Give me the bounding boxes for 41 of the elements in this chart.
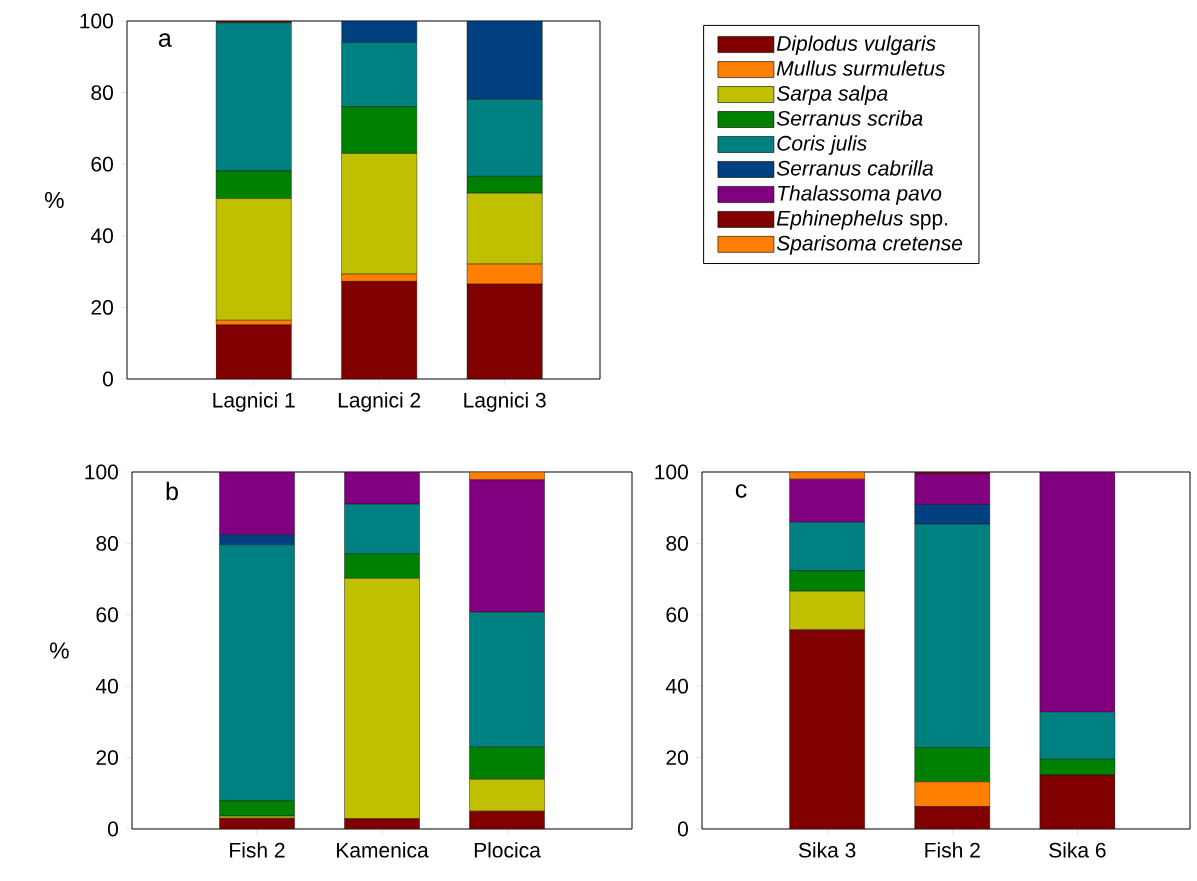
y-tick-label: 20 — [666, 750, 688, 766]
y-tick-label: 40 — [95, 678, 118, 694]
x-tick-label: Plocica — [474, 842, 541, 858]
y-axis-title: % — [44, 191, 64, 209]
x-tick-label: Fish 2 — [925, 842, 980, 858]
legend-label: Sarpa salpa — [776, 85, 888, 105]
y-tick-label: 100 — [85, 464, 118, 480]
legend-label: Serranus scriba — [776, 110, 923, 126]
y-tick-label: 60 — [96, 607, 118, 623]
y-tick-label: 0 — [107, 821, 118, 837]
x-tick-label: Kamenica — [337, 842, 429, 858]
legend-label: Coris julis — [777, 135, 867, 155]
legend-label: Diplodus vulgaris — [776, 35, 936, 56]
y-tick-label: 60 — [666, 607, 688, 623]
legend-label: Serranus cabrilla — [776, 160, 934, 176]
x-tick-label: Lagnici 3 — [464, 392, 546, 412]
x-tick-label: Sika 6 — [1049, 842, 1106, 858]
y-axis-title: % — [49, 642, 69, 659]
chart-title: a — [158, 33, 172, 47]
x-tick-label: Lagnici 2 — [338, 392, 421, 412]
y-tick-label: 20 — [91, 299, 113, 315]
x-tick-label: Sika 3 — [798, 842, 856, 858]
x-tick-label: Fish 2 — [230, 842, 285, 858]
legend-label: Mullus surmuletus — [776, 60, 945, 76]
chart-title: c — [735, 484, 747, 498]
y-tick-label: 80 — [666, 535, 688, 551]
y-tick-label: 80 — [96, 535, 118, 551]
chart-title: b — [166, 481, 178, 501]
legend-label: Thalassoma pavo — [778, 185, 942, 205]
x-tick-label: Lagnici 1 — [213, 392, 295, 412]
y-tick-label: 60 — [91, 156, 113, 172]
legend-label: Sparisoma cretense — [776, 235, 963, 255]
y-tick-label: 40 — [90, 228, 113, 244]
y-tick-label: 0 — [102, 371, 113, 387]
legend-label: Ephinephelus spp. — [776, 210, 948, 230]
y-tick-label: 100 — [80, 13, 113, 29]
y-tick-label: 100 — [655, 464, 688, 480]
y-tick-label: 80 — [91, 85, 113, 101]
y-tick-label: 40 — [665, 678, 688, 694]
y-tick-label: 0 — [677, 821, 688, 837]
y-tick-label: 20 — [96, 750, 118, 766]
